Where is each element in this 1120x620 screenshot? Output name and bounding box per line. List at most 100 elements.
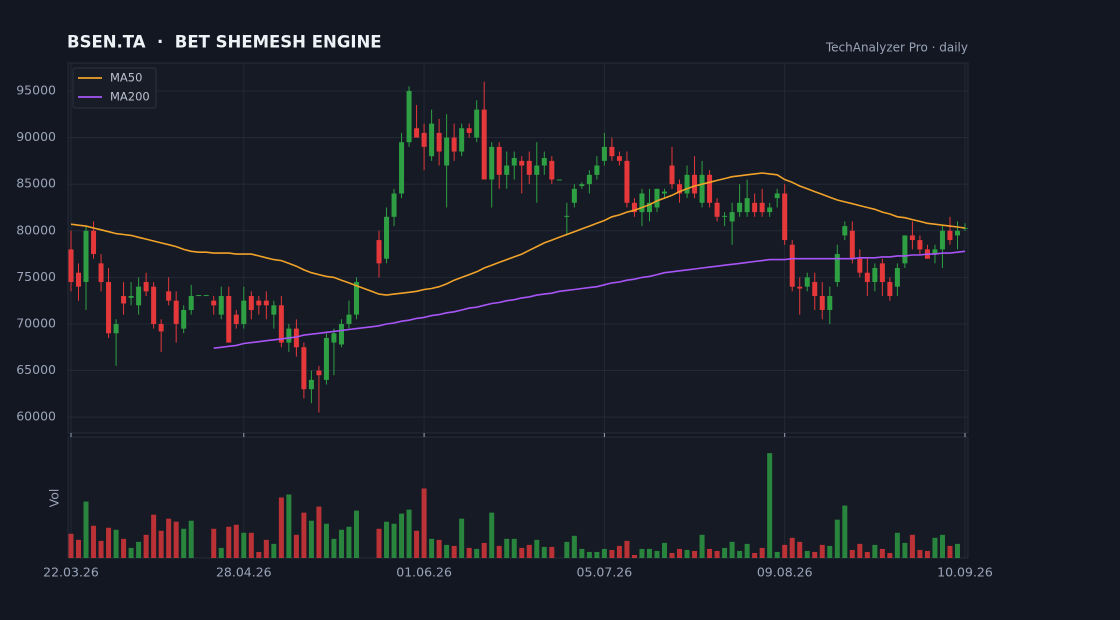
- candle-body: [136, 286, 142, 306]
- volume-bar: [421, 488, 427, 558]
- volume-bar: [579, 548, 585, 558]
- volume-bar: [136, 541, 142, 558]
- volume-bar: [729, 541, 735, 558]
- volume-bar: [256, 551, 262, 558]
- candle-body: [842, 226, 848, 236]
- volume-bar: [692, 550, 698, 558]
- candle-body: [68, 249, 74, 283]
- volume-bar: [436, 539, 442, 558]
- candle-body: [128, 295, 134, 298]
- volume-bar: [669, 552, 675, 558]
- volume-panel: [67, 436, 969, 559]
- candle-body: [444, 137, 450, 166]
- candle-body: [218, 295, 224, 315]
- candle-body: [421, 132, 427, 147]
- candle-body: [774, 193, 780, 199]
- candle-body: [707, 174, 713, 203]
- volume-bar: [887, 552, 893, 558]
- x-tick-label: 28.04.26: [216, 565, 272, 580]
- candle-body: [474, 109, 480, 138]
- volume-bar: [511, 538, 517, 558]
- volume-bar: [571, 535, 577, 558]
- volume-bar: [804, 550, 810, 558]
- candle-body: [384, 216, 390, 259]
- y-tick-label: 85000: [16, 176, 56, 191]
- y-tick-label: 75000: [16, 269, 56, 284]
- volume-bar: [879, 548, 885, 558]
- volume-bar: [459, 518, 465, 558]
- volume-bar: [68, 533, 74, 558]
- volume-bar: [429, 538, 435, 558]
- volume-axis-label: Vol: [47, 489, 62, 508]
- volume-bar: [947, 545, 953, 558]
- volume-bar: [932, 537, 938, 558]
- x-tick-label: 10.09.26: [937, 565, 993, 580]
- candle-body: [744, 198, 750, 213]
- candle-body: [353, 282, 359, 315]
- candle-body: [789, 244, 795, 287]
- volume-bar: [406, 509, 412, 558]
- candle-body: [406, 90, 412, 143]
- volume-bar: [654, 550, 660, 558]
- x-tick-label: 05.07.26: [577, 565, 633, 580]
- volume-bar: [98, 540, 104, 558]
- candle-body: [121, 295, 127, 304]
- candle-body: [399, 142, 405, 194]
- volume-bar: [631, 554, 637, 558]
- volume-bar: [391, 523, 397, 558]
- volume-bar: [293, 534, 299, 558]
- volume-bar: [759, 547, 765, 558]
- candle-body: [481, 109, 487, 180]
- candle-body: [827, 295, 833, 310]
- volume-bar: [113, 529, 119, 558]
- candle-body: [346, 314, 352, 324]
- candle-body: [669, 165, 675, 185]
- candle-body: [819, 295, 825, 310]
- volume-bar: [338, 529, 344, 558]
- volume-bar: [143, 534, 149, 558]
- chart-title: BSEN.TA · BET SHEMESH ENGINE: [67, 33, 382, 52]
- candle-body: [797, 286, 803, 289]
- volume-bar: [76, 539, 82, 558]
- candle-body: [887, 282, 893, 296]
- volume-bar: [609, 549, 615, 558]
- volume-bar: [519, 547, 525, 558]
- volume-bar: [263, 539, 269, 558]
- candle-body: [391, 193, 397, 217]
- volume-bar: [639, 548, 645, 558]
- volume-bar: [526, 544, 532, 558]
- y-tick-label: 60000: [16, 409, 56, 424]
- candle-body: [278, 305, 284, 343]
- volume-bar: [661, 542, 667, 558]
- candle-body: [601, 146, 607, 161]
- volume-bar: [624, 540, 630, 558]
- volume-bar: [819, 544, 825, 558]
- volume-bar: [939, 534, 945, 558]
- volume-bar: [699, 534, 705, 558]
- volume-bar: [789, 537, 795, 558]
- volume-bar: [399, 513, 405, 558]
- volume-bar: [646, 548, 652, 558]
- candle-body: [722, 215, 728, 217]
- volume-bar: [827, 545, 833, 558]
- candle-body: [504, 165, 510, 175]
- candle-body: [909, 235, 915, 241]
- candle-body: [654, 188, 660, 208]
- volume-bar: [451, 545, 457, 558]
- price-panel: [67, 62, 969, 434]
- candle-body: [338, 323, 344, 345]
- candle-body: [834, 254, 840, 283]
- candle-body: [158, 323, 164, 332]
- grid: [68, 63, 968, 558]
- candle-body: [98, 263, 104, 283]
- candle-body: [308, 379, 314, 390]
- candle-body: [151, 286, 157, 324]
- volume-bar: [909, 534, 915, 558]
- volume-bar: [842, 505, 848, 558]
- volume-bar: [106, 527, 112, 558]
- candle-body: [541, 158, 547, 166]
- candle-body: [556, 179, 562, 181]
- candle-body: [962, 227, 968, 229]
- volume-bar: [444, 544, 450, 558]
